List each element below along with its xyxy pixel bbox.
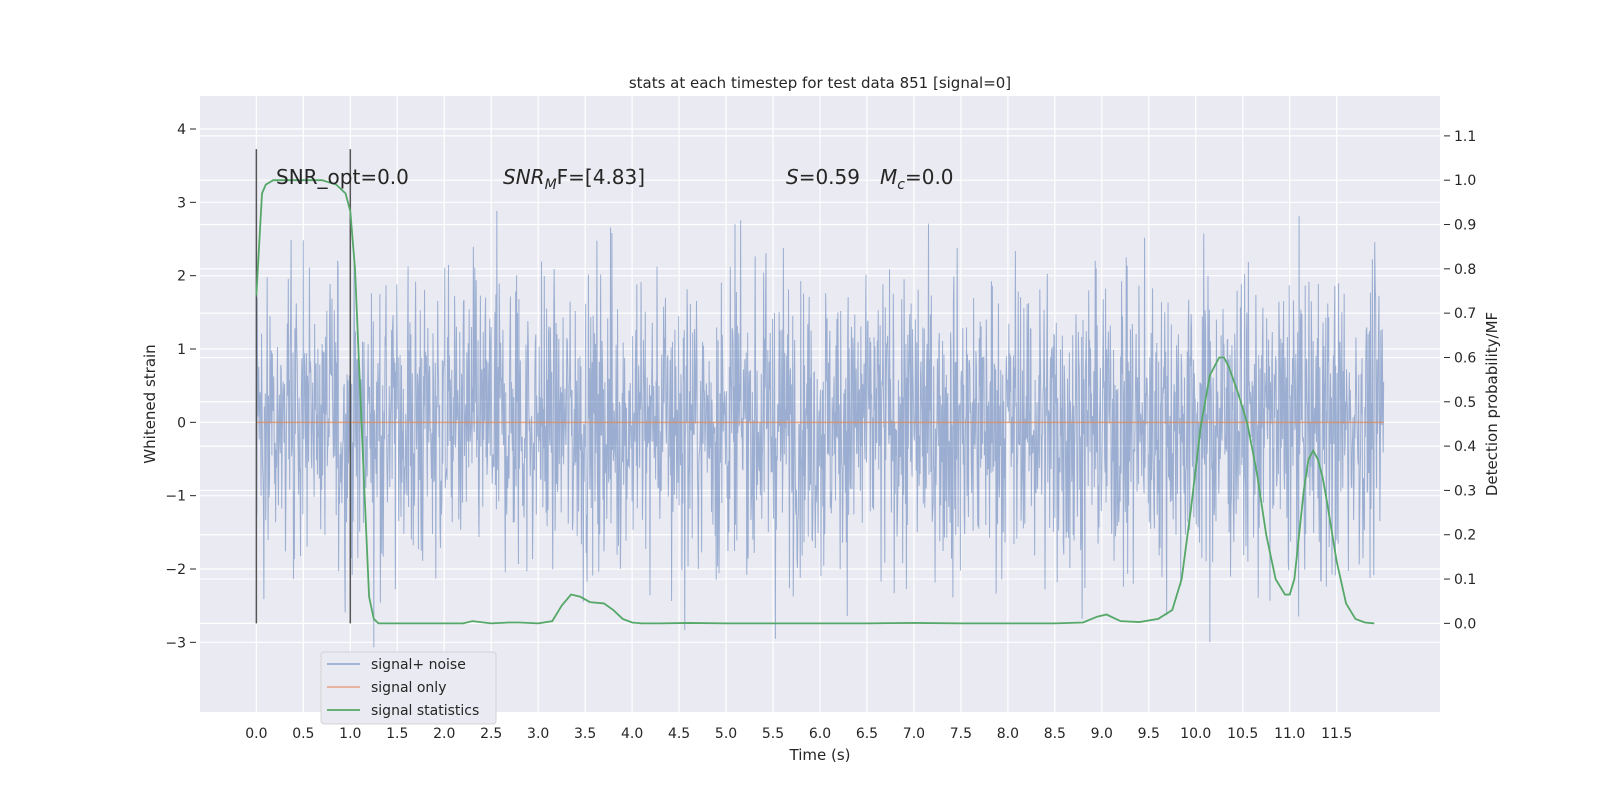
marker-lines bbox=[255, 149, 352, 624]
x-tick-label: 8.5 bbox=[1044, 726, 1066, 742]
legend: signal+ noise signal only signal statist… bbox=[320, 651, 497, 725]
y-axis-label: Whitened strain bbox=[141, 344, 159, 463]
x-tick-label: 9.0 bbox=[1091, 726, 1113, 742]
s-symbol: S bbox=[786, 165, 799, 189]
mc-subscript: c bbox=[897, 177, 905, 193]
x-tick-label: 10.0 bbox=[1180, 726, 1211, 742]
y2-tick-label: 0.7 bbox=[1454, 306, 1476, 322]
x-tick-label: 0.0 bbox=[245, 726, 267, 742]
y2-tick-label: 0.4 bbox=[1454, 439, 1476, 455]
y2-tick-label: 1.0 bbox=[1454, 173, 1476, 189]
chart-title: stats at each timestep for test data 851… bbox=[629, 74, 1011, 92]
y2-tick-label: 0.5 bbox=[1454, 395, 1476, 411]
y-tick-label: −1 bbox=[165, 489, 186, 505]
x-tick-label: 7.5 bbox=[950, 726, 972, 742]
signal-noise-series bbox=[255, 210, 1385, 648]
y2-tick-label: 0.2 bbox=[1454, 528, 1476, 544]
x-tick-label: 4.0 bbox=[621, 726, 643, 742]
legend-label-stats: signal statistics bbox=[371, 703, 479, 719]
snr-opt-annotation: SNR_opt=0.0 bbox=[276, 165, 409, 189]
x-tick-label: 9.5 bbox=[1138, 726, 1160, 742]
x-tick-label: 2.5 bbox=[480, 726, 502, 742]
x-axis-label: Time (s) bbox=[789, 746, 851, 764]
x-tick-label: 2.0 bbox=[433, 726, 455, 742]
x-axis-ticks: 0.0 0.5 1.0 1.5 2.0 2.5 3.0 3.5 4.0 4.5 5.0 5.5 6.0 6… bbox=[245, 726, 1352, 742]
x-tick-label: 6.0 bbox=[809, 726, 831, 742]
y-tick-label: 4 bbox=[177, 122, 186, 138]
y2-axis-label: Detection probability/MF bbox=[1483, 312, 1501, 496]
snr-mf-annotation: SNRMF=[4.83] bbox=[503, 165, 645, 193]
mc-annotation: Mc=0.0 bbox=[880, 165, 954, 193]
x-tick-label: 11.0 bbox=[1274, 726, 1305, 742]
noise-line bbox=[255, 210, 1385, 648]
y2-tick-label: 0.9 bbox=[1454, 218, 1476, 234]
y-axis-ticks: −3 −2 −1 0 1 2 3 4 bbox=[165, 122, 196, 651]
y-tick-label: 2 bbox=[177, 269, 186, 285]
y2-tick-label: 0.3 bbox=[1454, 483, 1476, 499]
y2-axis-ticks: 0.0 0.1 0.2 0.3 0.4 0.5 0.6 0.7 0.8 0.9 1.0 1.1 bbox=[1444, 129, 1476, 632]
snr-mf-value: F=[4.83] bbox=[557, 165, 645, 189]
signal-statistics-line bbox=[255, 179, 1375, 625]
signal-statistics-series bbox=[255, 179, 1375, 625]
x-tick-label: 11.5 bbox=[1321, 726, 1352, 742]
y-tick-label: −3 bbox=[165, 635, 186, 651]
x-tick-label: 1.0 bbox=[339, 726, 361, 742]
y2-tick-label: 0.0 bbox=[1454, 616, 1476, 632]
y2-tick-label: 0.1 bbox=[1454, 572, 1476, 588]
s-annotation: S=0.59 bbox=[786, 165, 860, 189]
x-tick-label: 3.5 bbox=[574, 726, 596, 742]
y2-tick-label: 0.8 bbox=[1454, 262, 1476, 278]
y-tick-label: −2 bbox=[165, 562, 186, 578]
y-tick-label: 1 bbox=[177, 342, 186, 358]
x-tick-label: 5.5 bbox=[762, 726, 784, 742]
s-value: =0.59 bbox=[799, 165, 860, 189]
y2-tick-label: 1.1 bbox=[1454, 129, 1476, 145]
y-tick-label: 0 bbox=[177, 415, 186, 431]
x-tick-label: 4.5 bbox=[668, 726, 690, 742]
x-tick-label: 5.0 bbox=[715, 726, 737, 742]
y2-tick-label: 0.6 bbox=[1454, 350, 1476, 366]
legend-box bbox=[320, 651, 497, 725]
x-tick-label: 10.5 bbox=[1227, 726, 1258, 742]
x-tick-label: 0.5 bbox=[292, 726, 314, 742]
x-tick-label: 6.5 bbox=[856, 726, 878, 742]
snr-mf-subscript: M bbox=[545, 177, 557, 193]
snr-mf-symbol: SNR bbox=[503, 165, 545, 189]
x-tick-label: 1.5 bbox=[386, 726, 408, 742]
legend-label-noise: signal+ noise bbox=[371, 657, 466, 673]
x-tick-label: 3.0 bbox=[527, 726, 549, 742]
y-tick-label: 3 bbox=[177, 195, 186, 211]
x-tick-label: 7.0 bbox=[903, 726, 925, 742]
legend-label-signal: signal only bbox=[371, 680, 446, 696]
mc-symbol: M bbox=[880, 165, 897, 189]
mc-value: =0.0 bbox=[905, 165, 954, 189]
x-tick-label: 8.0 bbox=[997, 726, 1019, 742]
